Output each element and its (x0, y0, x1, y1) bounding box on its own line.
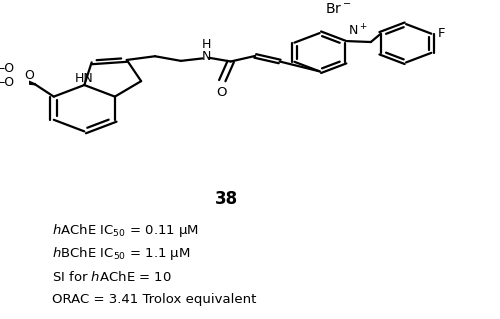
Text: HN: HN (75, 72, 94, 85)
Text: –O: –O (0, 76, 14, 89)
Text: –O: –O (0, 62, 14, 75)
Text: H: H (202, 38, 211, 51)
Text: N$^+$: N$^+$ (348, 24, 368, 39)
Text: ORAC = 3.41 Trolox equivalent: ORAC = 3.41 Trolox equivalent (52, 293, 256, 306)
Text: $\mathit{h}$BChE IC$_{50}$ = 1.1 μM: $\mathit{h}$BChE IC$_{50}$ = 1.1 μM (52, 245, 191, 262)
Text: SI for $\mathit{h}$AChE = 10: SI for $\mathit{h}$AChE = 10 (52, 270, 172, 284)
Text: F: F (438, 26, 446, 40)
Text: O: O (216, 86, 226, 99)
Text: N: N (202, 50, 211, 63)
Text: O: O (24, 69, 34, 82)
Text: Br$^-$: Br$^-$ (326, 2, 351, 16)
Text: 38: 38 (215, 190, 238, 208)
Text: $\mathit{h}$AChE IC$_{50}$ = 0.11 μM: $\mathit{h}$AChE IC$_{50}$ = 0.11 μM (52, 222, 200, 239)
